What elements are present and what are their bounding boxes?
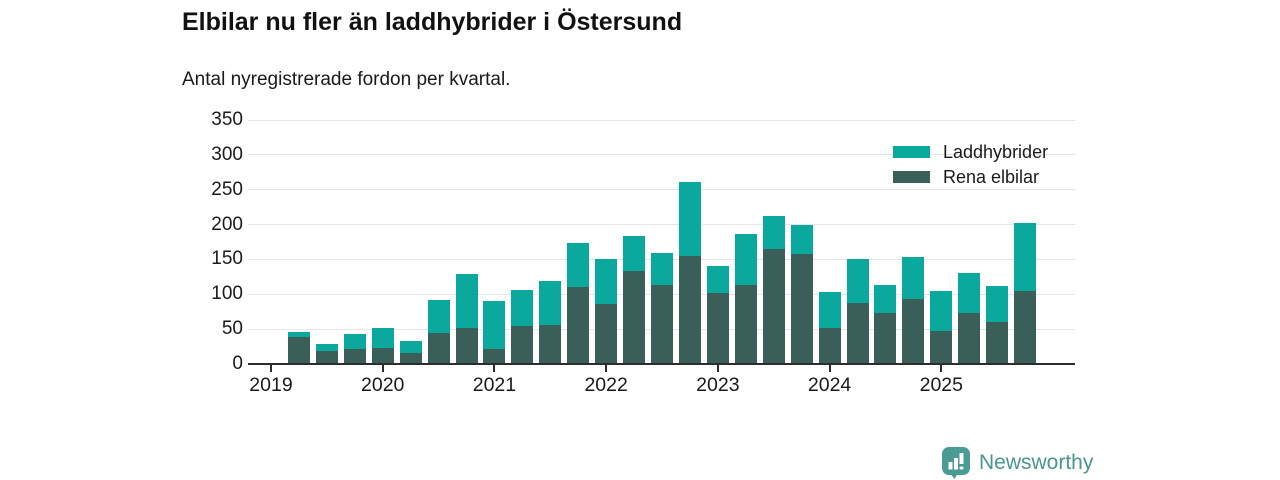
bar-segment-rena-elbilar	[427, 333, 450, 364]
bar-segment-rena-elbilar	[874, 313, 897, 364]
bar-segment-laddhybrider	[651, 253, 674, 285]
gridline-250	[248, 189, 1075, 191]
bar-segment-rena-elbilar	[483, 349, 506, 364]
x-axis-tick	[381, 365, 384, 372]
bar-segment-laddhybrider	[539, 281, 562, 325]
x-axis-label: 2021	[472, 374, 517, 396]
x-axis-tick	[716, 365, 719, 372]
bar-segment-rena-elbilar	[790, 253, 813, 364]
y-axis-label: 150	[211, 248, 243, 270]
bar-segment-laddhybrider	[315, 344, 338, 352]
bar-segment-rena-elbilar	[902, 299, 925, 364]
legend-swatch	[893, 146, 930, 158]
newsworthy-logo-icon	[942, 447, 970, 479]
y-axis-label: 100	[211, 283, 243, 305]
legend: Laddhybrider Rena elbilar	[893, 140, 1048, 190]
x-axis-label: 2019	[249, 374, 293, 396]
bar-segment-rena-elbilar	[678, 255, 701, 364]
bar-segment-laddhybrider	[343, 334, 366, 350]
bar-segment-rena-elbilar	[818, 327, 841, 364]
legend-item-laddhybrider: Laddhybrider	[893, 140, 1048, 164]
y-axis-label: 200	[211, 213, 243, 235]
bar-segment-laddhybrider	[567, 243, 590, 288]
bar-segment-rena-elbilar	[315, 351, 338, 364]
y-axis-label: 300	[211, 143, 243, 165]
bar-segment-laddhybrider	[678, 182, 701, 256]
bar-segment-laddhybrider	[287, 331, 310, 337]
x-axis-tick	[493, 365, 496, 372]
legend-swatch	[893, 171, 930, 183]
bar-segment-rena-elbilar	[1014, 290, 1037, 364]
bar-segment-laddhybrider	[595, 259, 618, 305]
x-axis-label: 2024	[807, 374, 852, 396]
x-axis-label: 2023	[696, 374, 740, 396]
x-axis-tick	[605, 365, 608, 372]
y-axis-label: 350	[211, 109, 243, 130]
newsworthy-logo[interactable]: Newsworthy	[941, 446, 1093, 479]
bar-segment-rena-elbilar	[343, 349, 366, 364]
bar-segment-rena-elbilar	[623, 270, 646, 364]
bar-segment-rena-elbilar	[455, 327, 478, 364]
bar-segment-rena-elbilar	[567, 287, 590, 364]
x-axis-label: 2025	[919, 374, 963, 396]
bar-segment-rena-elbilar	[595, 304, 618, 364]
chart-subtitle: Antal nyregistrerade fordon per kvartal.	[182, 69, 511, 90]
x-axis-tick	[270, 365, 272, 372]
y-axis-label: 250	[211, 178, 243, 200]
bar-segment-laddhybrider	[371, 327, 394, 348]
bar-segment-laddhybrider	[483, 301, 506, 350]
chart-title: Elbilar nu fler än laddhybrider i Östers…	[182, 8, 683, 36]
bar-segment-rena-elbilar	[539, 324, 562, 364]
bar-segment-laddhybrider	[846, 259, 869, 304]
bar-segment-laddhybrider	[734, 234, 757, 285]
bar-segment-laddhybrider	[958, 272, 981, 314]
bar-segment-rena-elbilar	[287, 336, 310, 364]
bar-segment-rena-elbilar	[986, 322, 1009, 364]
bar-segment-laddhybrider	[399, 340, 422, 353]
gridline-300	[248, 154, 1075, 156]
gridline-350	[248, 119, 1075, 121]
bar-segment-laddhybrider	[511, 290, 534, 326]
newsworthy-logo-text: Newsworthy	[979, 450, 1094, 474]
bar-segment-laddhybrider	[1014, 223, 1037, 291]
y-axis-label: 50	[221, 318, 243, 340]
bar-segment-laddhybrider	[902, 256, 925, 300]
bar-segment-rena-elbilar	[762, 248, 785, 364]
bar-segment-rena-elbilar	[511, 325, 534, 364]
legend-item-rena-elbilar: Rena elbilar	[893, 165, 1048, 189]
bar-segment-laddhybrider	[790, 225, 813, 254]
bar-segment-laddhybrider	[874, 284, 897, 314]
bar-segment-rena-elbilar	[399, 352, 422, 364]
x-axis-label: 2020	[361, 374, 405, 396]
legend-label: Laddhybrider	[943, 141, 1049, 162]
bar-segment-rena-elbilar	[651, 284, 674, 364]
x-axis-tick	[940, 365, 943, 372]
bar-segment-rena-elbilar	[371, 347, 394, 364]
bar-segment-rena-elbilar	[930, 330, 953, 364]
bar-segment-laddhybrider	[818, 292, 841, 328]
bar-segment-laddhybrider	[455, 274, 478, 328]
bar-segment-laddhybrider	[986, 285, 1009, 323]
bar-segment-laddhybrider	[930, 291, 953, 331]
bar-segment-rena-elbilar	[706, 292, 729, 364]
bar-segment-laddhybrider	[706, 265, 729, 293]
bar-segment-laddhybrider	[623, 235, 646, 271]
bar-segment-laddhybrider	[762, 216, 785, 249]
bar-segment-rena-elbilar	[734, 284, 757, 364]
legend-label: Rena elbilar	[943, 166, 1040, 187]
gridline-200	[248, 224, 1075, 226]
x-axis-label: 2022	[584, 374, 628, 396]
x-axis-line	[248, 363, 1075, 365]
bar-segment-rena-elbilar	[846, 303, 869, 364]
x-axis-tick	[828, 365, 831, 372]
bar-segment-rena-elbilar	[958, 313, 981, 364]
bar-segment-laddhybrider	[427, 299, 450, 334]
y-axis-label: 0	[232, 353, 243, 374]
